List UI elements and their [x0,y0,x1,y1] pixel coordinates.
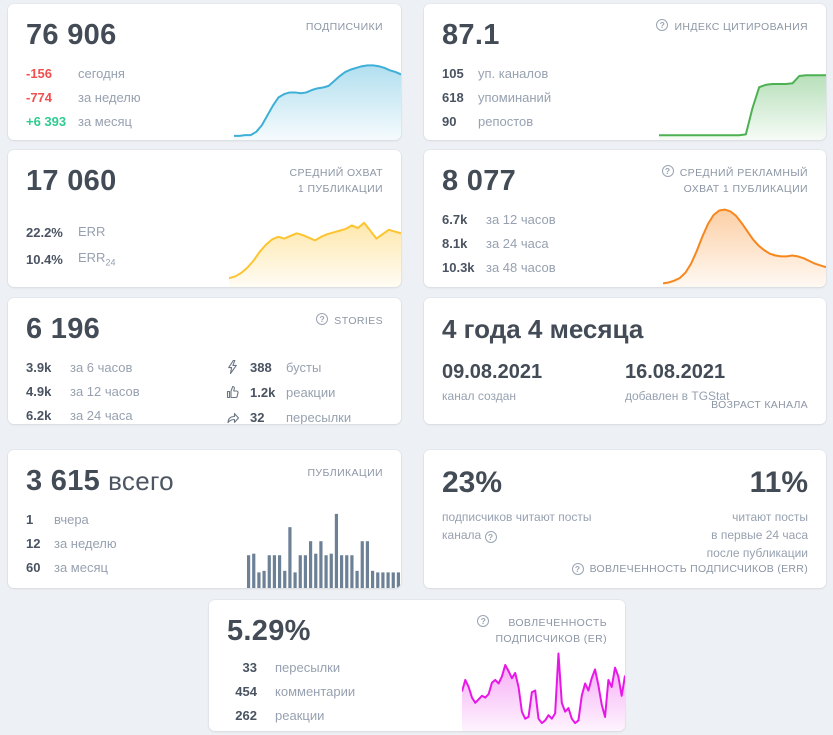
average-reach-value: 17 060 [26,165,117,197]
subscribers-count: 76 906 [26,19,117,51]
card-stories[interactable]: 6 196 ? STORIES 3.9k за 6 часов 4.9k за … [8,298,401,424]
added-date: 16.08.2021 [625,361,726,383]
card-citation-index[interactable]: 87.1 ? ИНДЕКС ЦИТИРОВАНИЯ 105 уп. канало… [424,4,826,140]
err-first24-caption: читают посты в первые 24 часа после публ… [706,510,808,560]
stat-row: 12 за неделю [26,535,117,551]
err-readers-caption: подписчиков читают посты канала ? [442,510,592,543]
stat-row: 4.9k за 12 часов [26,383,140,399]
forward-icon [226,410,242,424]
card-title-er: ? ВОВЛЕЧЕННОСТЬ ПОДПИСЧИКОВ (ER) [477,615,607,648]
err-readers-block: 23% подписчиков читают посты канала ? [442,466,592,562]
ad-reach-value: 8 077 [442,165,517,197]
created-label: канал создан [442,389,517,403]
card-title-stories: ? STORIES [316,313,383,329]
stat-row: 1 вчера [26,511,89,527]
card-channel-age[interactable]: 4 года 4 месяца 09.08.2021 канал создан … [424,298,826,424]
added-label: добавлен в TGStat [625,389,730,403]
channel-age-footer: ВОЗРАСТ КАНАЛА [711,399,808,411]
stat-row: 33 пересылки [242,659,341,675]
citation-index-value: 87.1 [442,19,500,51]
subscribers-area-chart [234,58,401,140]
stat-row: 388 бусты [226,360,383,375]
stat-row: 60 за месяц [26,559,108,575]
help-icon[interactable]: ? [571,563,584,575]
card-title-ad-reach: ? СРЕДНИЙ РЕКЛАМНЫЙ ОХВАТ 1 ПУБЛИКАЦИИ [661,165,808,198]
card-ad-reach[interactable]: 8 077 ? СРЕДНИЙ РЕКЛАМНЫЙ ОХВАТ 1 ПУБЛИК… [424,150,826,287]
help-icon[interactable]: ? [656,19,669,31]
stat-row: 105 уп. каналов [442,65,549,81]
card-publications[interactable]: 3 615 всего ПУБЛИКАЦИИ 1 вчера 12 за неде… [8,450,401,588]
err-readers-percent: 23% [442,466,503,499]
card-subscribers[interactable]: 76 906 ПОДПИСЧИКИ -156 сегодня -774 за н… [8,4,401,140]
channel-age-heading: 4 года 4 месяца [442,314,644,344]
help-icon[interactable]: ? [484,531,497,543]
stories-value: 6 196 [26,313,101,345]
stat-row: 262 реакции [235,707,325,723]
help-icon[interactable]: ? [316,313,329,325]
stat-row: 8.1k за 24 часа [442,235,549,251]
err-footer: ? ВОВЛЕЧЕННОСТЬ ПОДПИСЧИКОВ (ERR) [571,563,808,575]
card-title-subscribers: ПОДПИСЧИКИ [305,21,383,33]
stat-row: 6.2k за 24 часа [26,407,133,423]
card-average-reach[interactable]: 17 060 СРЕДНИЙ ОХВАТ 1 ПУБЛИКАЦИИ 22.2% … [8,150,401,287]
err-first24-percent: 11% [749,466,808,499]
card-title-publications: ПУБЛИКАЦИИ [307,467,383,479]
stat-row: 3.9k за 6 часов [26,359,133,375]
stat-row: 32 пересылки [226,410,383,424]
stat-row: 10.3k за 48 часов [442,259,556,275]
stat-row: 90 репостов [442,113,534,129]
stat-row: +6 393 за месяц [26,113,132,129]
er-area-chart [462,643,625,731]
card-engagement-er[interactable]: 5.29% ? ВОВЛЕЧЕННОСТЬ ПОДПИСЧИКОВ (ER) 3… [209,600,625,731]
stat-row: 22.2% ERR [26,223,106,241]
thumbs-up-icon [226,385,242,399]
er-value: 5.29% [227,615,311,647]
citation-area-chart [659,60,826,140]
stat-row: 10.4% ERR24 [26,250,116,269]
publications-bar-chart [246,510,401,588]
stat-row: -774 за неделю [26,89,141,105]
stat-row: 6.7k за 12 часов [442,211,556,227]
stat-row: 618 упоминаний [442,89,552,105]
help-icon[interactable]: ? [477,615,490,627]
created-date: 09.08.2021 [442,361,543,383]
card-title-citation: ? ИНДЕКС ЦИТИРОВАНИЯ [656,19,808,35]
publications-total: 3 615 всего [26,465,174,497]
card-engagement-err[interactable]: 23% подписчиков читают посты канала ? 11… [424,450,826,588]
card-title-average-reach: СРЕДНИЙ ОХВАТ 1 ПУБЛИКАЦИИ [289,167,383,196]
help-icon[interactable]: ? [661,165,674,177]
boost-icon [226,360,242,375]
err-first24-block: 11% читают посты в первые 24 часа после … [707,466,808,562]
ad-reach-area-chart [663,197,826,287]
stat-row: 454 комментарии [235,683,356,699]
average-reach-area-chart [229,199,401,287]
stat-row: 1.2k реакции [226,385,383,400]
stat-row: -156 сегодня [26,65,125,81]
